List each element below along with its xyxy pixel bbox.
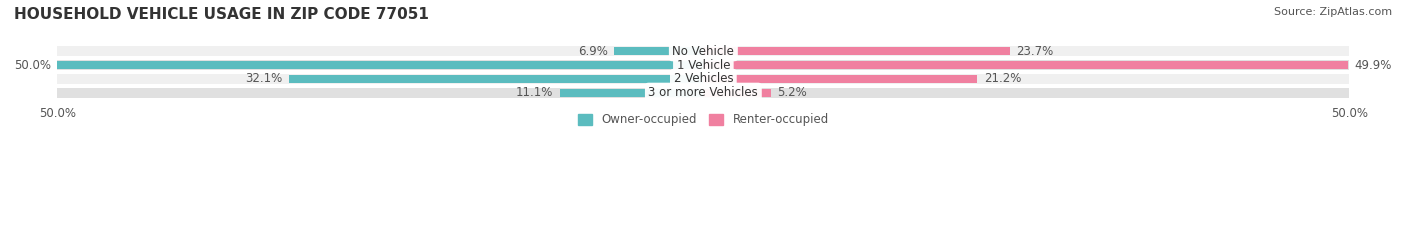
Bar: [703, 75, 977, 83]
Bar: [58, 60, 1350, 70]
Bar: [614, 48, 703, 55]
Text: 49.9%: 49.9%: [1354, 58, 1392, 72]
Bar: [58, 88, 1350, 98]
Text: 6.9%: 6.9%: [578, 45, 607, 58]
Bar: [703, 89, 770, 96]
Bar: [58, 46, 1350, 56]
Text: 5.2%: 5.2%: [778, 86, 807, 99]
Text: 2 Vehicles: 2 Vehicles: [673, 72, 733, 86]
Text: 3 or more Vehicles: 3 or more Vehicles: [648, 86, 758, 99]
Text: 21.2%: 21.2%: [984, 72, 1021, 86]
Legend: Owner-occupied, Renter-occupied: Owner-occupied, Renter-occupied: [574, 109, 834, 131]
Bar: [560, 89, 703, 96]
Text: 32.1%: 32.1%: [245, 72, 283, 86]
Bar: [703, 48, 1010, 55]
Text: 23.7%: 23.7%: [1017, 45, 1053, 58]
Bar: [703, 61, 1348, 69]
Text: No Vehicle: No Vehicle: [672, 45, 734, 58]
Text: 11.1%: 11.1%: [516, 86, 554, 99]
Bar: [288, 75, 703, 83]
Bar: [58, 74, 1350, 84]
Text: Source: ZipAtlas.com: Source: ZipAtlas.com: [1274, 7, 1392, 17]
Text: 50.0%: 50.0%: [14, 58, 51, 72]
Text: HOUSEHOLD VEHICLE USAGE IN ZIP CODE 77051: HOUSEHOLD VEHICLE USAGE IN ZIP CODE 7705…: [14, 7, 429, 22]
Bar: [58, 61, 703, 69]
Text: 1 Vehicle: 1 Vehicle: [676, 58, 730, 72]
